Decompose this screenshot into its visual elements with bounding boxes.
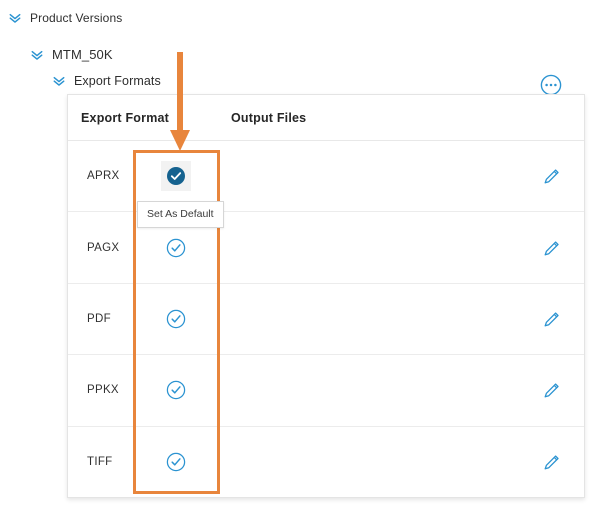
- double-chevron-down-icon[interactable]: [52, 74, 66, 88]
- set-as-default-toggle[interactable]: [161, 447, 191, 477]
- tree-item-export-formats[interactable]: Export Formats: [52, 74, 161, 88]
- table-row[interactable]: PPKX: [68, 355, 584, 427]
- cell-export-format: PDF: [87, 312, 111, 325]
- ellipsis-circle-icon[interactable]: [540, 74, 562, 96]
- edit-row-button[interactable]: [542, 238, 562, 258]
- table-row[interactable]: PDF: [68, 284, 584, 356]
- check-circle-outline-icon[interactable]: [166, 380, 186, 400]
- pencil-icon[interactable]: [542, 166, 562, 186]
- double-chevron-down-icon[interactable]: [30, 48, 44, 62]
- set-as-default-tooltip: Set As Default: [137, 201, 224, 228]
- edit-row-button[interactable]: [542, 309, 562, 329]
- edit-row-button[interactable]: [542, 380, 562, 400]
- column-header-export-format: Export Format: [81, 110, 170, 125]
- check-circle-outline-icon[interactable]: [166, 309, 186, 329]
- pencil-icon[interactable]: [542, 238, 562, 258]
- pencil-icon[interactable]: [542, 309, 562, 329]
- cell-export-format: APRX: [87, 170, 120, 183]
- table-row[interactable]: TIFF: [68, 427, 584, 498]
- cell-export-format: TIFF: [87, 456, 113, 469]
- tree-item-product-versions[interactable]: Product Versions: [8, 11, 122, 25]
- column-header-output-files: Output Files: [231, 110, 307, 125]
- tree-item-label: MTM_50K: [52, 47, 113, 62]
- cell-export-format: PPKX: [87, 384, 119, 397]
- double-chevron-down-icon[interactable]: [8, 11, 22, 25]
- set-as-default-toggle[interactable]: [161, 161, 191, 192]
- edit-row-button[interactable]: [542, 452, 562, 472]
- export-formats-table: Export Format Output Files APRX PAGX: [67, 94, 585, 498]
- more-options-button[interactable]: [540, 74, 562, 96]
- check-circle-outline-icon[interactable]: [166, 452, 186, 472]
- set-as-default-toggle[interactable]: [161, 233, 191, 263]
- table-row[interactable]: APRX: [68, 141, 584, 213]
- table-header-row: Export Format Output Files: [68, 95, 584, 141]
- tree-item-label: Export Formats: [74, 74, 161, 88]
- tree-item-mtm-50k[interactable]: MTM_50K: [30, 47, 113, 62]
- pencil-icon[interactable]: [542, 452, 562, 472]
- set-as-default-toggle[interactable]: [161, 304, 191, 334]
- tree-item-label: Product Versions: [30, 11, 123, 25]
- pencil-icon[interactable]: [542, 380, 562, 400]
- set-as-default-toggle[interactable]: [161, 375, 191, 405]
- table-row[interactable]: PAGX: [68, 212, 584, 284]
- cell-export-format: PAGX: [87, 241, 120, 254]
- edit-row-button[interactable]: [542, 166, 562, 186]
- check-circle-outline-icon[interactable]: [166, 238, 186, 258]
- check-circle-filled-icon[interactable]: [166, 166, 186, 186]
